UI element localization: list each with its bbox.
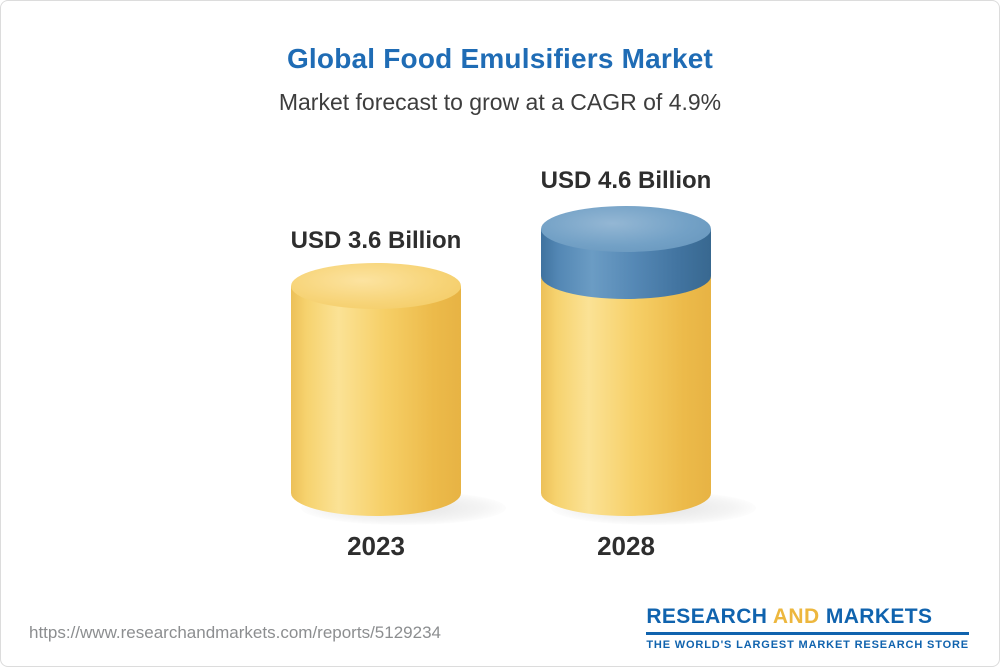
logo-tagline: THE WORLD'S LARGEST MARKET RESEARCH STOR… xyxy=(646,639,969,651)
x-axis-label-2023: 2023 xyxy=(347,531,405,561)
bar-2028-top xyxy=(541,206,711,252)
logo-wordmark: RESEARCH AND MARKETS xyxy=(646,605,969,629)
report-url: https://www.researchandmarkets.com/repor… xyxy=(29,623,441,642)
value-label-2023: USD 3.6 Billion xyxy=(290,227,462,254)
bar-2023-top xyxy=(291,263,461,309)
value-label-2028: USD 4.6 Billion xyxy=(540,167,712,194)
chart-subtitle: Market forecast to grow at a CAGR of 4.9… xyxy=(278,89,722,115)
x-axis-label-2028: 2028 xyxy=(597,531,655,561)
logo-word-research: RESEARCH xyxy=(646,605,768,628)
logo-divider-line xyxy=(646,632,969,635)
logo-word-and: AND xyxy=(772,605,820,628)
research-and-markets-logo: RESEARCH AND MARKETS THE WORLD'S LARGEST… xyxy=(646,605,969,651)
chart-title: Global Food Emulsifiers Market xyxy=(286,43,714,74)
bar-2023-body xyxy=(291,286,461,516)
logo-word-markets: MARKETS xyxy=(825,605,933,628)
